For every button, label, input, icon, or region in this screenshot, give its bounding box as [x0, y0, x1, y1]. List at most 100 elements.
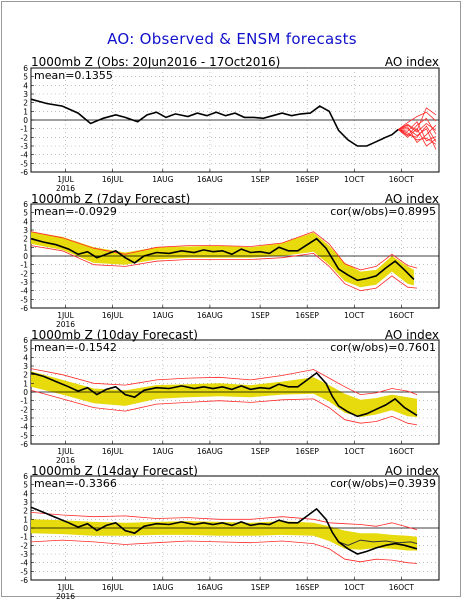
ensemble-line	[30, 539, 418, 564]
x-tick-label: 16AUG	[197, 583, 223, 592]
x-year-label: 2016	[56, 592, 75, 600]
y-tick-label: -2	[21, 133, 29, 142]
y-tick-label: 1	[23, 515, 28, 524]
x-tick-label: 1AUG	[152, 583, 173, 592]
y-tick-label: 6	[23, 200, 28, 209]
y-tick-label: -6	[21, 304, 29, 313]
y-tick-label: 0	[23, 252, 28, 261]
forecast-mean-line	[338, 539, 418, 546]
x-tick-label: 16JUL	[102, 311, 124, 320]
x-year-label: 2016	[56, 320, 75, 329]
y-tick-label: -6	[21, 440, 29, 449]
ensemble-spread-band	[31, 231, 414, 288]
y-tick-label: 4	[23, 81, 28, 90]
y-tick-label: -3	[21, 414, 29, 423]
y-tick-label: -2	[21, 541, 29, 550]
ensemble-spread-band	[31, 519, 417, 551]
ensemble-line	[398, 125, 437, 142]
ensemble-line	[397, 117, 437, 137]
correlation-label: cor(w/obs)=0.8995	[330, 205, 436, 218]
y-tick-label: 6	[23, 472, 28, 481]
y-tick-label: -5	[21, 159, 29, 168]
y-tick-label: -2	[21, 269, 29, 278]
page-title: AO: Observed & ENSM forecasts	[107, 30, 357, 48]
x-tick-label: 16SEP	[295, 175, 319, 184]
x-tick-label: 1SEP	[251, 175, 270, 184]
y-tick-label: 6	[23, 336, 28, 345]
panel-title-14day: 1000mb Z (14day Forecast)	[31, 464, 198, 478]
mean-label: mean=-0.3366	[34, 477, 117, 490]
index-label-observed: AO index	[384, 55, 439, 69]
y-tick-label: 2	[23, 371, 28, 380]
y-tick-label: 1	[23, 243, 28, 252]
panel-title-observed: 1000mb Z (Obs: 20Jun2016 - 17Oct2016)	[31, 55, 281, 69]
x-tick-label: 16OCT	[389, 447, 415, 456]
y-tick-label: 1	[23, 107, 28, 116]
ensemble-line	[398, 121, 437, 142]
x-tick-label: 1OCT	[344, 447, 365, 456]
ensemble-spread-band	[31, 371, 417, 418]
y-tick-label: -6	[21, 168, 29, 177]
y-tick-label: 5	[23, 73, 28, 82]
correlation-label: cor(w/obs)=0.7601	[330, 341, 436, 354]
y-tick-label: 3	[23, 362, 28, 371]
x-tick-label: 16JUL	[102, 447, 124, 456]
x-tick-label: 1SEP	[251, 583, 270, 592]
y-tick-label: 3	[23, 90, 28, 99]
x-tick-label: 1SEP	[251, 311, 270, 320]
y-tick-label: 0	[23, 388, 28, 397]
x-tick-label: 16JUL	[102, 175, 124, 184]
y-tick-label: 2	[23, 507, 28, 516]
x-tick-label: 1OCT	[344, 175, 365, 184]
y-tick-label: -4	[21, 287, 29, 296]
y-tick-label: -4	[21, 423, 29, 432]
x-tick-label: 1JUL	[57, 447, 74, 456]
x-tick-label: 16OCT	[389, 311, 415, 320]
index-label-14day: AO index	[384, 464, 439, 478]
x-tick-label: 16AUG	[197, 447, 223, 456]
y-tick-label: 0	[23, 524, 28, 533]
y-tick-label: 4	[23, 217, 28, 226]
x-tick-label: 16SEP	[295, 583, 319, 592]
y-tick-label: 4	[23, 489, 28, 498]
index-label-7day: AO index	[384, 192, 439, 206]
x-tick-label: 16OCT	[389, 583, 415, 592]
y-tick-label: 6	[23, 64, 28, 73]
x-tick-label: 1AUG	[152, 447, 173, 456]
observed-line	[30, 98, 399, 147]
y-tick-label: 4	[23, 353, 28, 362]
ensemble-line	[398, 129, 437, 145]
ensemble-line	[398, 122, 437, 133]
y-tick-label: -6	[21, 576, 29, 585]
x-tick-label: 1AUG	[152, 175, 173, 184]
x-tick-label: 1JUL	[57, 175, 74, 184]
x-tick-label: 1AUG	[152, 311, 173, 320]
x-tick-label: 16AUG	[197, 175, 223, 184]
y-tick-label: -2	[21, 405, 29, 414]
panel-title-10day: 1000mb Z (10day Forecast)	[31, 328, 198, 342]
x-tick-label: 1SEP	[251, 447, 270, 456]
correlation-label: cor(w/obs)=0.3939	[330, 477, 436, 490]
index-label-10day: AO index	[384, 328, 439, 342]
ensemble-line	[397, 111, 437, 130]
ensemble-line	[398, 128, 437, 150]
y-tick-label: -4	[21, 151, 29, 160]
x-tick-label: 16AUG	[197, 311, 223, 320]
y-tick-label: 2	[23, 99, 28, 108]
y-tick-label: 3	[23, 226, 28, 235]
mean-label: mean=0.1355	[34, 69, 113, 82]
panel-title-7day: 1000mb Z (7day Forecast)	[31, 192, 191, 206]
observed-line	[30, 371, 418, 418]
y-tick-label: 5	[23, 481, 28, 490]
y-tick-label: 0	[23, 116, 28, 125]
y-tick-label: 3	[23, 498, 28, 507]
observed-line	[30, 237, 415, 282]
y-tick-label: -3	[21, 142, 29, 151]
y-tick-label: -5	[21, 431, 29, 440]
x-tick-label: 1JUL	[57, 311, 74, 320]
ensemble-line	[397, 128, 437, 147]
x-tick-label: 16OCT	[389, 175, 415, 184]
y-tick-label: 1	[23, 379, 28, 388]
